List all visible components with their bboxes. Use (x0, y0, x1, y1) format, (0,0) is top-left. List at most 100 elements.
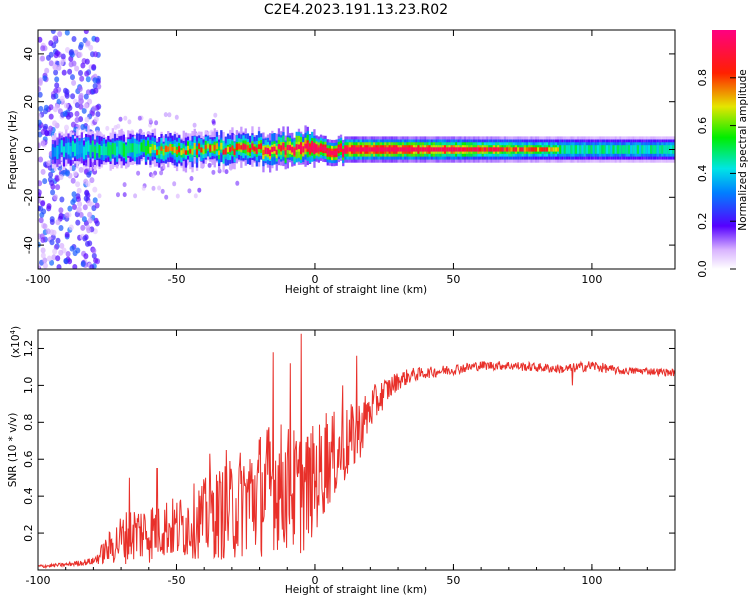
heatmap-band-cell (133, 143, 137, 157)
heatmap-noise-cell (84, 116, 90, 123)
heatmap-band-cell (184, 150, 188, 155)
heatmap-noise-cell (52, 64, 58, 70)
heatmap-band-cell (273, 146, 276, 152)
heatmap-noise-cell (213, 112, 218, 118)
heatmap-band-cell (82, 146, 86, 159)
heatmap-noise-cell (52, 248, 58, 255)
heatmap-band-cell (142, 140, 145, 152)
heatmap-noise-cell (64, 30, 70, 36)
x-tick-label: -100 (26, 574, 51, 587)
heatmap-band-cell (517, 147, 520, 152)
heatmap-noise-cell (59, 95, 65, 102)
heatmap-noise-cell (68, 61, 74, 68)
heatmap-noise-cell (82, 235, 88, 242)
heatmap-noise-cell (87, 211, 93, 218)
heatmap-noise-cell (96, 83, 102, 90)
heatmap-band-cell (605, 145, 609, 154)
heatmap-noise-cell (91, 252, 97, 259)
heatmap-band-cell (180, 150, 183, 156)
heatmap-band-cell (96, 142, 99, 154)
heatmap-band-cell (244, 144, 247, 150)
heatmap-band-cell (384, 147, 387, 152)
heatmap-noise-cell (80, 261, 86, 268)
heatmap-noise-cell (86, 171, 92, 178)
heatmap-noise-cell (38, 77, 44, 84)
heatmap-band-cell (585, 145, 589, 154)
heatmap-noise-cell (133, 193, 138, 199)
heatmap-band-cell (614, 145, 617, 154)
heatmap-noise-cell (70, 74, 75, 81)
heatmap-noise-cell (116, 192, 120, 198)
heatmap-noise-cell (97, 193, 102, 199)
heatmap-noise-cell (53, 87, 59, 94)
heatmap-band-cell (129, 143, 132, 153)
heatmap-band-cell (116, 146, 119, 156)
heatmap-band-cell (470, 147, 473, 152)
heatmap-band-cell (182, 148, 185, 154)
heatmap-noise-cell (40, 55, 46, 62)
heatmap-band-cell (481, 147, 484, 152)
heatmap-noise-cell (40, 237, 46, 243)
heatmap-band-cell (594, 145, 597, 154)
heatmap-noise-cell (46, 160, 52, 167)
heatmap-band-cell (202, 148, 205, 155)
heatmap-noise-cell (235, 180, 240, 186)
heatmap-band-cell (209, 144, 212, 152)
heatmap-band-cell (242, 143, 245, 151)
heatmap-band-cell (98, 145, 101, 158)
heatmap-band-cell (579, 145, 582, 154)
x-tick-label: -50 (167, 574, 185, 587)
heatmap-band-cell (459, 147, 462, 152)
heatmap-noise-cell (61, 69, 67, 76)
y-tick-label: 1.0 (22, 377, 35, 395)
heatmap-noise-cell (50, 189, 56, 196)
heatmap-noise-cell (38, 217, 44, 224)
heatmap-noise-cell (58, 174, 64, 181)
colorbar: 0.0 0.2 0.4 0.6 0.8 Normalized spectral ampl… (696, 30, 749, 278)
heatmap-band-cell (619, 145, 622, 154)
heatmap-noise-cell (48, 60, 54, 67)
heatmap-ticks: -100 -50 0 50 100 -40 -20 0 20 40 (22, 30, 675, 286)
heatmap-noise-cell (63, 102, 69, 109)
heatmap-band-cell (441, 147, 445, 152)
heatmap-band-cell (519, 147, 522, 152)
heatmap-noise-cell (189, 176, 194, 181)
heatmap-band-cell (260, 143, 263, 150)
heatmap-noise-cell (70, 93, 76, 100)
heatmap-band-cell (160, 146, 163, 151)
heatmap-band-cell (93, 146, 97, 159)
heatmap-noise-cell (72, 196, 77, 203)
heatmap-band-cell (198, 143, 201, 150)
heatmap-band-cell (80, 142, 83, 154)
heatmap-band-cell (537, 147, 540, 152)
heatmap-band-cell (432, 147, 436, 152)
colorbar-tick-label: 0.0 (696, 260, 709, 278)
heatmap-noise-cell (59, 242, 65, 249)
heatmap-band-cell (370, 147, 374, 152)
heatmap-band-cell (118, 140, 121, 154)
heatmap-band-cell (570, 145, 573, 154)
heatmap-band-cell (499, 147, 502, 152)
heatmap-band-cell (390, 147, 394, 152)
heatmap-noise-cell (160, 188, 165, 194)
heatmap-noise-cell (77, 201, 83, 208)
heatmap-noise-cell (40, 45, 46, 52)
heatmap-noise-cell (93, 116, 99, 123)
heatmap-noise-cell (38, 119, 42, 126)
heatmap-band-cell (60, 140, 63, 153)
heatmap-band-cell (424, 147, 427, 152)
heatmap-noise-cell (69, 245, 75, 252)
heatmap-band-cell (204, 144, 207, 150)
heatmap-noise-cell (44, 67, 50, 74)
heatmap-noise-cell (48, 125, 54, 132)
heatmap-noise-cell (43, 123, 49, 130)
heatmap-noise-cell (49, 180, 55, 186)
heatmap-band-cell (54, 147, 57, 157)
heatmap-band-cell (375, 147, 378, 152)
heatmap-band-cell (421, 147, 425, 152)
heatmap-band-cell (339, 145, 343, 150)
heatmap-noise-cell (70, 165, 76, 172)
heatmap-band-cell (322, 146, 325, 151)
heatmap-band-cell (541, 147, 544, 152)
heatmap-band-cell (56, 145, 59, 159)
